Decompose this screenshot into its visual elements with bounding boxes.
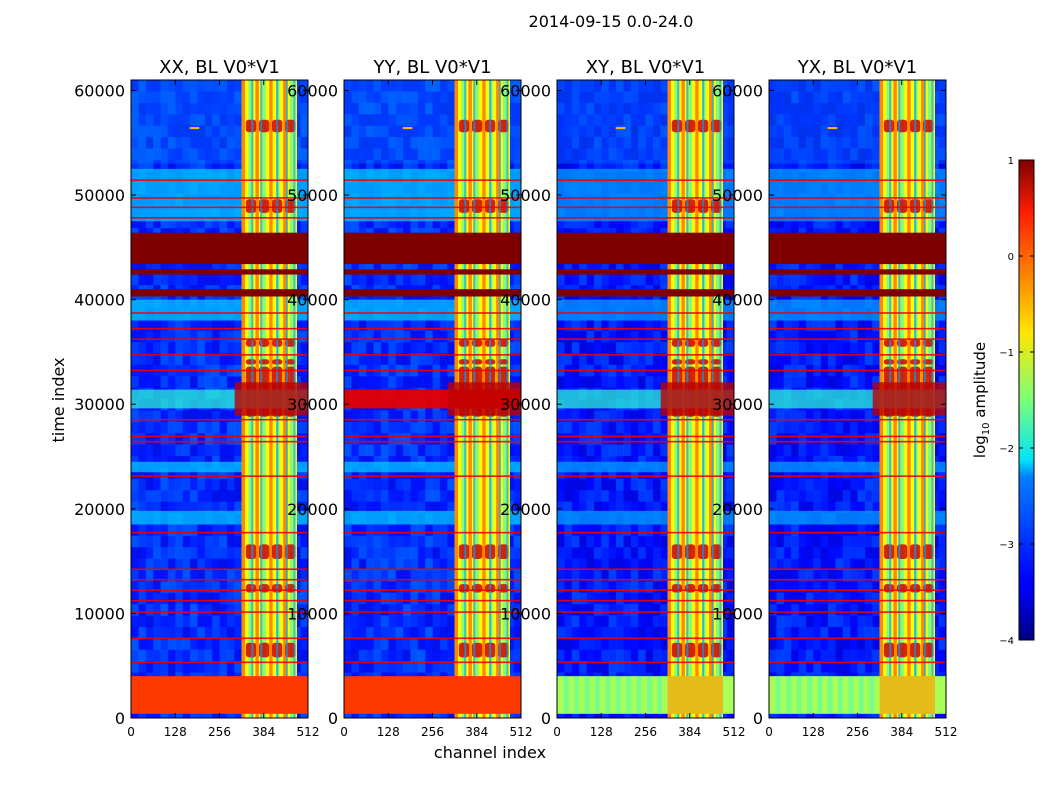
colorbar-tick-label: −1 — [999, 348, 1014, 359]
panel-title: YX, BL V0*V1 — [797, 57, 917, 78]
x-tick-label: 128 — [802, 725, 825, 739]
y-tick-label: 0 — [115, 709, 125, 728]
x-tick-label: 256 — [421, 725, 444, 739]
x-tick-label: 256 — [208, 725, 231, 739]
panel-title: XX, BL V0*V1 — [159, 57, 280, 78]
y-tick-label: 10000 — [74, 604, 125, 623]
y-tick-label: 20000 — [287, 500, 338, 519]
x-tick-label: 128 — [377, 725, 400, 739]
x-axis-label: channel index — [434, 743, 546, 762]
colorbar-bar — [1018, 159, 1035, 641]
y-axis-label: time index — [49, 357, 68, 442]
y-tick-label: 30000 — [712, 395, 763, 414]
colorbar-tick-label: −2 — [999, 444, 1014, 455]
x-tick-label: 0 — [765, 725, 773, 739]
x-tick-label: 256 — [634, 725, 657, 739]
y-tick-label: 20000 — [712, 500, 763, 519]
x-tick-label: 512 — [510, 725, 533, 739]
panel-4: YX, BL V0*V1 0 128 256 384 512 0 10000 20000 3000… — [712, 57, 957, 739]
panels: XX, BL V0*V1 0 128 256 384 512 0 10000 20000 3000… — [74, 57, 957, 739]
y-tick-label: 30000 — [287, 395, 338, 414]
y-tick-label: 30000 — [74, 395, 125, 414]
y-tick-label: 10000 — [287, 604, 338, 623]
panel-3: XY, BL V0*V1 0 128 256 384 512 0 10000 20000 3000… — [500, 57, 745, 739]
x-tick-label: 384 — [678, 725, 701, 739]
y-tick-label: 30000 — [500, 395, 551, 414]
y-tick-label: 60000 — [287, 81, 338, 100]
y-tick-label: 60000 — [500, 81, 551, 100]
y-tick-label: 50000 — [74, 186, 125, 205]
y-tick-label: 60000 — [712, 81, 763, 100]
x-tick-label: 256 — [846, 725, 869, 739]
x-tick-label: 128 — [164, 725, 187, 739]
colorbar: 1 0 −1 −2 −3 −4 log10 amplitude — [971, 156, 1035, 647]
x-tick-label: 0 — [553, 725, 561, 739]
y-tick-label: 50000 — [500, 186, 551, 205]
colorbar-tick-label: 1 — [1008, 156, 1014, 167]
x-tick-label: 0 — [127, 725, 135, 739]
y-tick-label: 20000 — [500, 500, 551, 519]
y-tick-label: 50000 — [712, 186, 763, 205]
panel-title: YY, BL V0*V1 — [372, 57, 491, 78]
figure-suptitle: 2014-09-15 0.0-24.0 — [529, 12, 694, 31]
x-tick-label: 384 — [465, 725, 488, 739]
y-tick-label: 40000 — [500, 291, 551, 310]
y-tick-label: 40000 — [287, 291, 338, 310]
x-tick-label: 128 — [590, 725, 613, 739]
panel-image — [344, 80, 521, 718]
panel-image — [557, 80, 734, 718]
colorbar-label: log10 amplitude — [971, 342, 992, 458]
y-tick-label: 0 — [753, 709, 763, 728]
panel-2: YY, BL V0*V1 0 128 256 384 512 0 10000 20000 3000… — [287, 57, 532, 739]
panel-title: XY, BL V0*V1 — [586, 57, 705, 78]
x-tick-label: 512 — [723, 725, 746, 739]
y-tick-label: 10000 — [500, 604, 551, 623]
y-tick-label: 40000 — [74, 291, 125, 310]
colorbar-tick-label: 0 — [1008, 252, 1014, 263]
x-tick-label: 384 — [252, 725, 275, 739]
x-tick-label: 512 — [297, 725, 320, 739]
panel-image — [769, 80, 946, 718]
colorbar-tick-label: −3 — [999, 540, 1014, 551]
x-tick-label: 0 — [340, 725, 348, 739]
x-tick-label: 384 — [890, 725, 913, 739]
y-tick-label: 0 — [541, 709, 551, 728]
y-tick-label: 40000 — [712, 291, 763, 310]
y-tick-label: 50000 — [287, 186, 338, 205]
y-tick-label: 20000 — [74, 500, 125, 519]
y-tick-label: 10000 — [712, 604, 763, 623]
colorbar-tick-label: −4 — [999, 636, 1014, 647]
panel-1: XX, BL V0*V1 0 128 256 384 512 0 10000 20000 3000… — [74, 57, 319, 739]
y-tick-label: 0 — [328, 709, 338, 728]
colorbar-ticks: 1 0 −1 −2 −3 −4 — [999, 156, 1034, 647]
y-tick-label: 60000 — [74, 81, 125, 100]
panel-image — [131, 80, 308, 718]
x-tick-label: 512 — [935, 725, 958, 739]
